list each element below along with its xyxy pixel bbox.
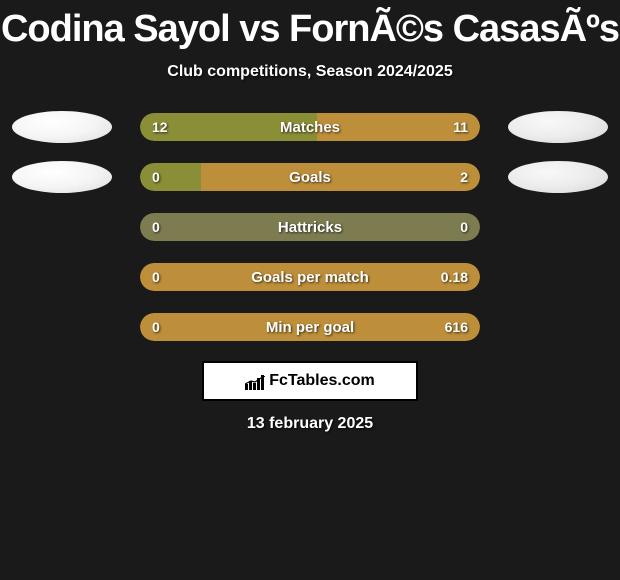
stat-row: 0Min per goal616 <box>0 311 620 343</box>
stat-row: 0Hattricks0 <box>0 211 620 243</box>
stat-label: Min per goal <box>140 319 480 336</box>
stat-row: 0Goals per match0.18 <box>0 261 620 293</box>
stat-bar: 0Goals2 <box>140 163 480 191</box>
stat-value-right: 0.18 <box>441 269 468 285</box>
stat-label: Hattricks <box>140 219 480 236</box>
stat-bar: 0Min per goal616 <box>140 313 480 341</box>
player-avatar-left <box>12 161 112 193</box>
comparison-area: 12Matches110Goals20Hattricks00Goals per … <box>0 111 620 343</box>
stat-bar: 0Hattricks0 <box>140 213 480 241</box>
subtitle: Club competitions, Season 2024/2025 <box>0 63 620 81</box>
stat-bar: 0Goals per match0.18 <box>140 263 480 291</box>
logo-content: FcTables.com <box>245 372 375 390</box>
chart-icon <box>245 372 265 390</box>
stat-value-right: 2 <box>460 169 468 185</box>
player-avatar-right <box>508 161 608 193</box>
stat-label: Goals per match <box>140 269 480 286</box>
stat-label: Matches <box>140 119 480 136</box>
stat-value-right: 11 <box>453 119 468 135</box>
date-label: 13 february 2025 <box>0 415 620 433</box>
stat-value-right: 616 <box>445 319 468 335</box>
logo-text: FcTables.com <box>269 372 375 390</box>
stat-row: 0Goals2 <box>0 161 620 193</box>
page-title: Codina Sayol vs FornÃ©s CasasÃºs <box>0 0 620 51</box>
stat-label: Goals <box>140 169 480 186</box>
player-avatar-left <box>12 111 112 143</box>
stat-bar: 12Matches11 <box>140 113 480 141</box>
player-avatar-right <box>508 111 608 143</box>
stat-row: 12Matches11 <box>0 111 620 143</box>
stat-value-right: 0 <box>460 219 468 235</box>
logo-box[interactable]: FcTables.com <box>202 361 418 401</box>
